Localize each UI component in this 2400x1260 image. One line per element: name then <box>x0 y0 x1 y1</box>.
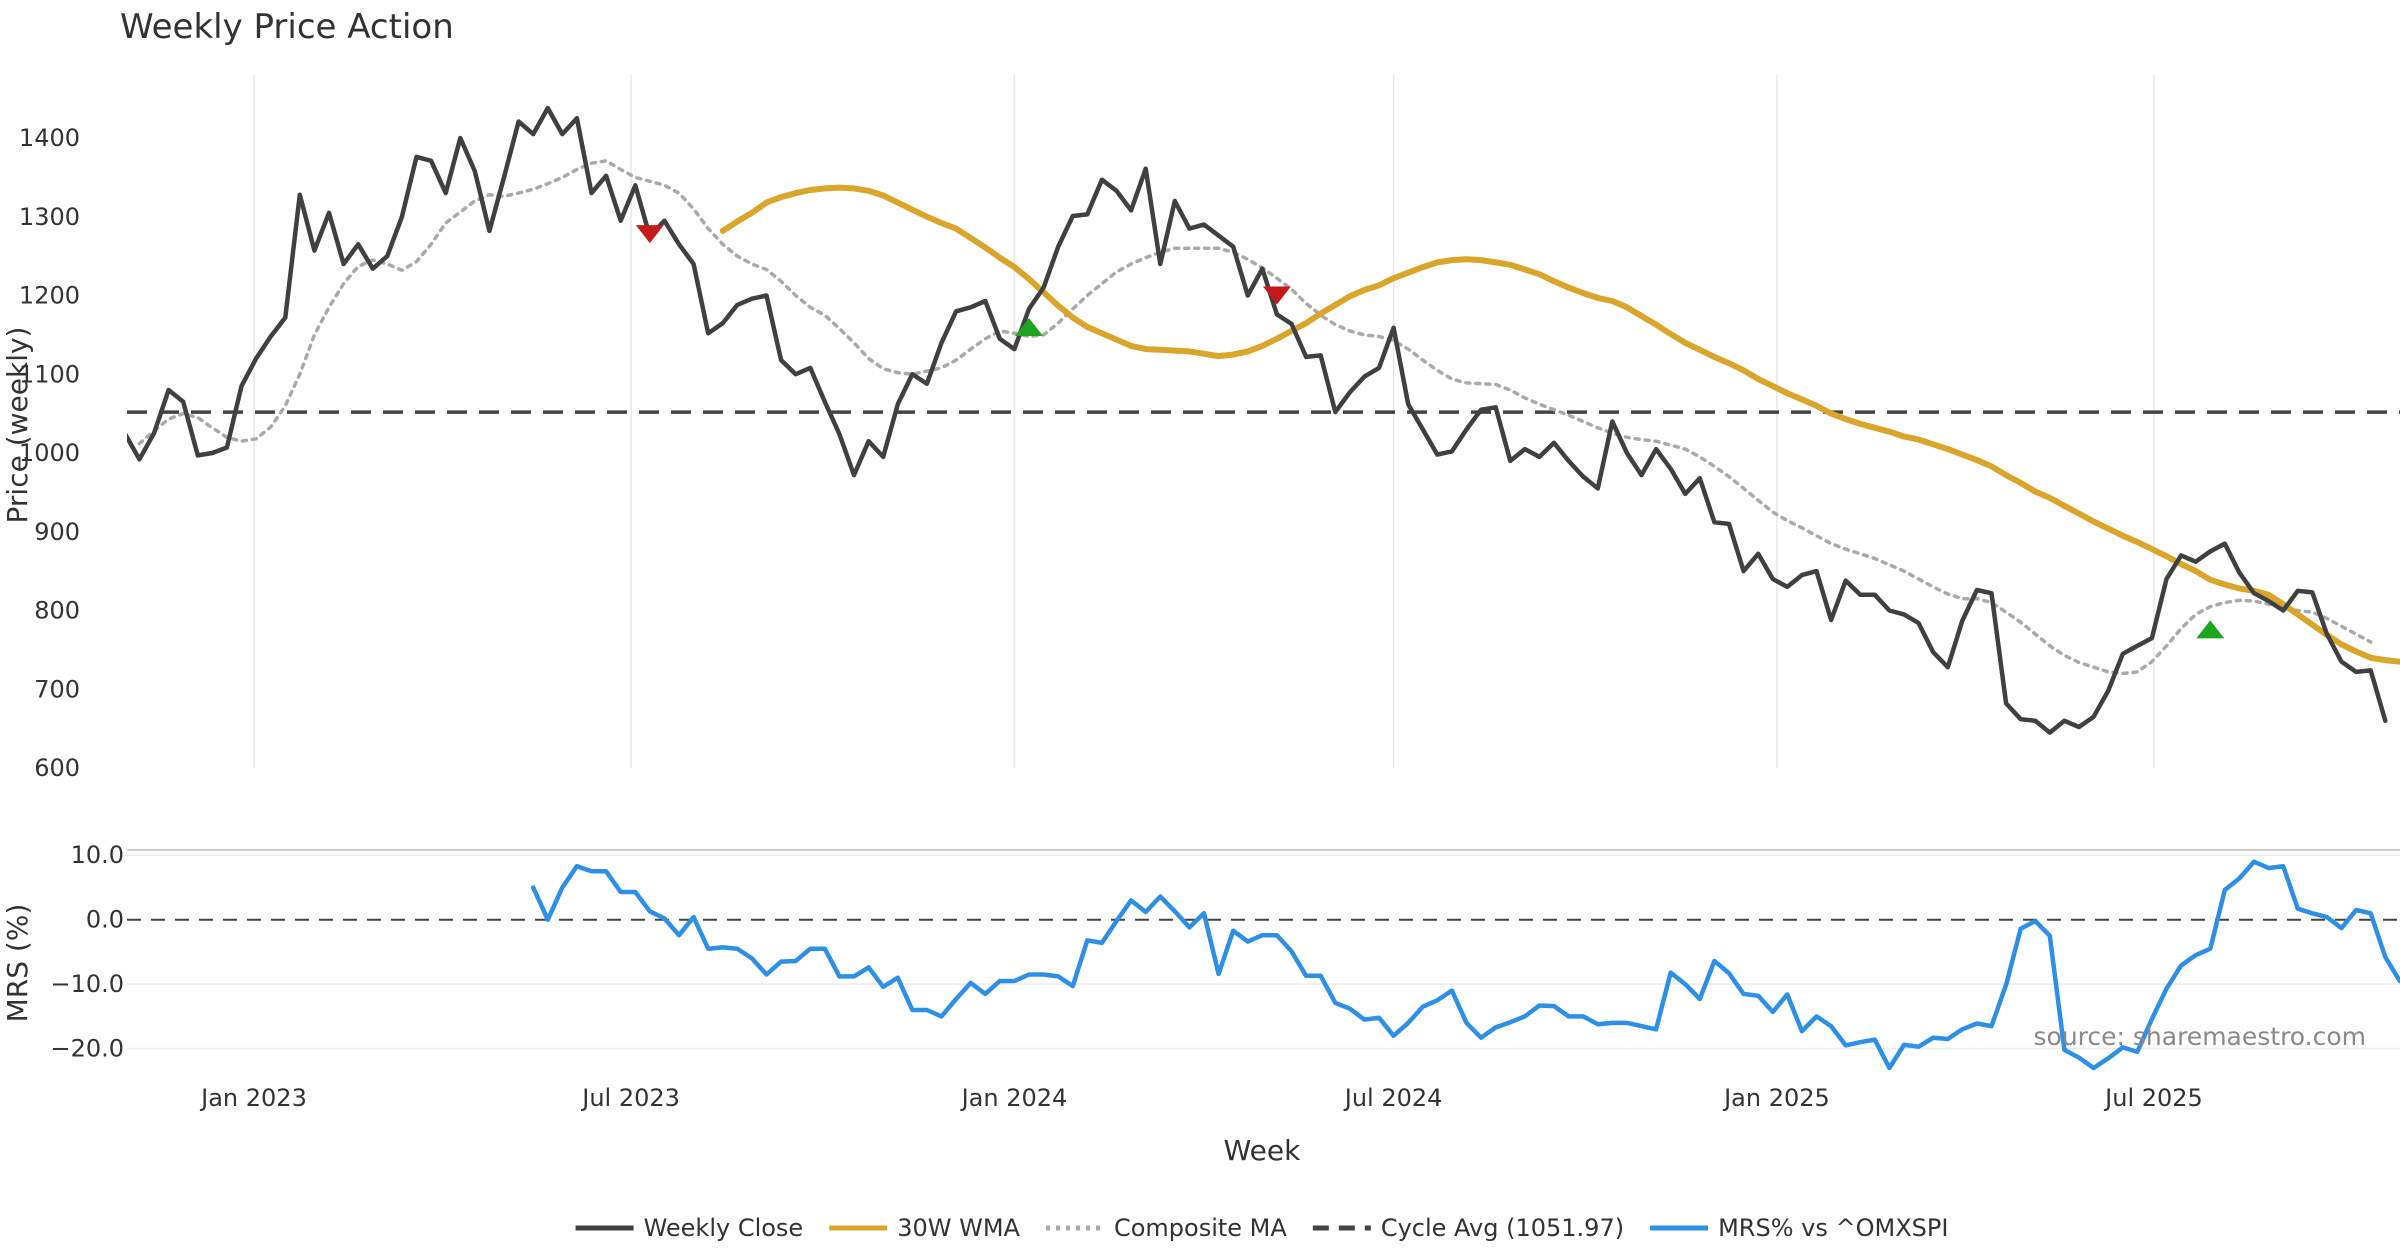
price-y-tick-label: 600 <box>34 754 80 782</box>
price-y-tick-label: 1200 <box>19 282 80 310</box>
buy-signal-marker <box>2196 620 2225 639</box>
chart-title: Weekly Price Action <box>120 7 454 47</box>
legend-label: 30W WMA <box>897 1214 1020 1242</box>
x-tick-label: Jan 2025 <box>1722 1084 1830 1112</box>
price-panel-grid <box>253 75 2155 768</box>
price-y-tick-label: 800 <box>34 597 80 625</box>
price-panel <box>127 105 2400 735</box>
x-tick-label: Jan 2024 <box>960 1084 1068 1112</box>
legend: Weekly Close 30W WMA Composite MA Cycle Avg… <box>575 1214 1948 1242</box>
mrs-panel <box>127 859 2400 1071</box>
x-tick-label: Jul 2024 <box>1343 1084 1443 1112</box>
x-tick-label: Jul 2025 <box>2103 1084 2203 1112</box>
price-y-tick-label: 1400 <box>19 124 80 152</box>
mrs-line <box>530 859 2400 1071</box>
price-y-tick-label: 1000 <box>19 439 80 467</box>
mrs-y-tick-label: −10.0 <box>50 970 124 998</box>
mrs-y-tick-label: 10.0 <box>71 841 124 869</box>
mrs-panel-grid <box>127 849 2400 1050</box>
legend-label: Cycle Avg (1051.97) <box>1381 1214 1624 1242</box>
sell-signal-marker <box>635 225 664 244</box>
mrs-y-axis-title: MRS (%) <box>1 904 34 1023</box>
mrs-y-tick-label: −20.0 <box>50 1035 124 1063</box>
legend-label: Composite MA <box>1114 1214 1287 1242</box>
buy-signal-marker <box>1015 318 1043 336</box>
30w-wma-line <box>719 184 2400 665</box>
price-y-tick-label: 1100 <box>19 360 80 388</box>
x-tick-label: Jan 2023 <box>199 1084 307 1112</box>
sell-signal-marker <box>1262 286 1291 305</box>
price-y-axis-title: Price (weekly) <box>1 327 34 524</box>
composite-ma-line <box>137 159 2373 676</box>
mrs-y-tick-label: 0.0 <box>86 906 124 934</box>
axes: Jan 2023 Jul 2023 Jan 2024 Jul 2024 Jan 2025… <box>19 124 2203 1112</box>
legend-label: Weekly Close <box>644 1214 804 1242</box>
price-y-tick-label: 1300 <box>19 203 80 231</box>
source-note: source: sharemaestro.com <box>2034 1022 2367 1051</box>
weekly-close-line <box>127 105 2388 735</box>
price-y-tick-label: 700 <box>34 675 80 703</box>
legend-label: MRS% vs ^OMXSPI <box>1718 1214 1948 1242</box>
price-y-tick-label: 900 <box>34 518 80 546</box>
x-tick-label: Jul 2023 <box>580 1084 680 1112</box>
x-axis-title: Week <box>1224 1134 1301 1167</box>
